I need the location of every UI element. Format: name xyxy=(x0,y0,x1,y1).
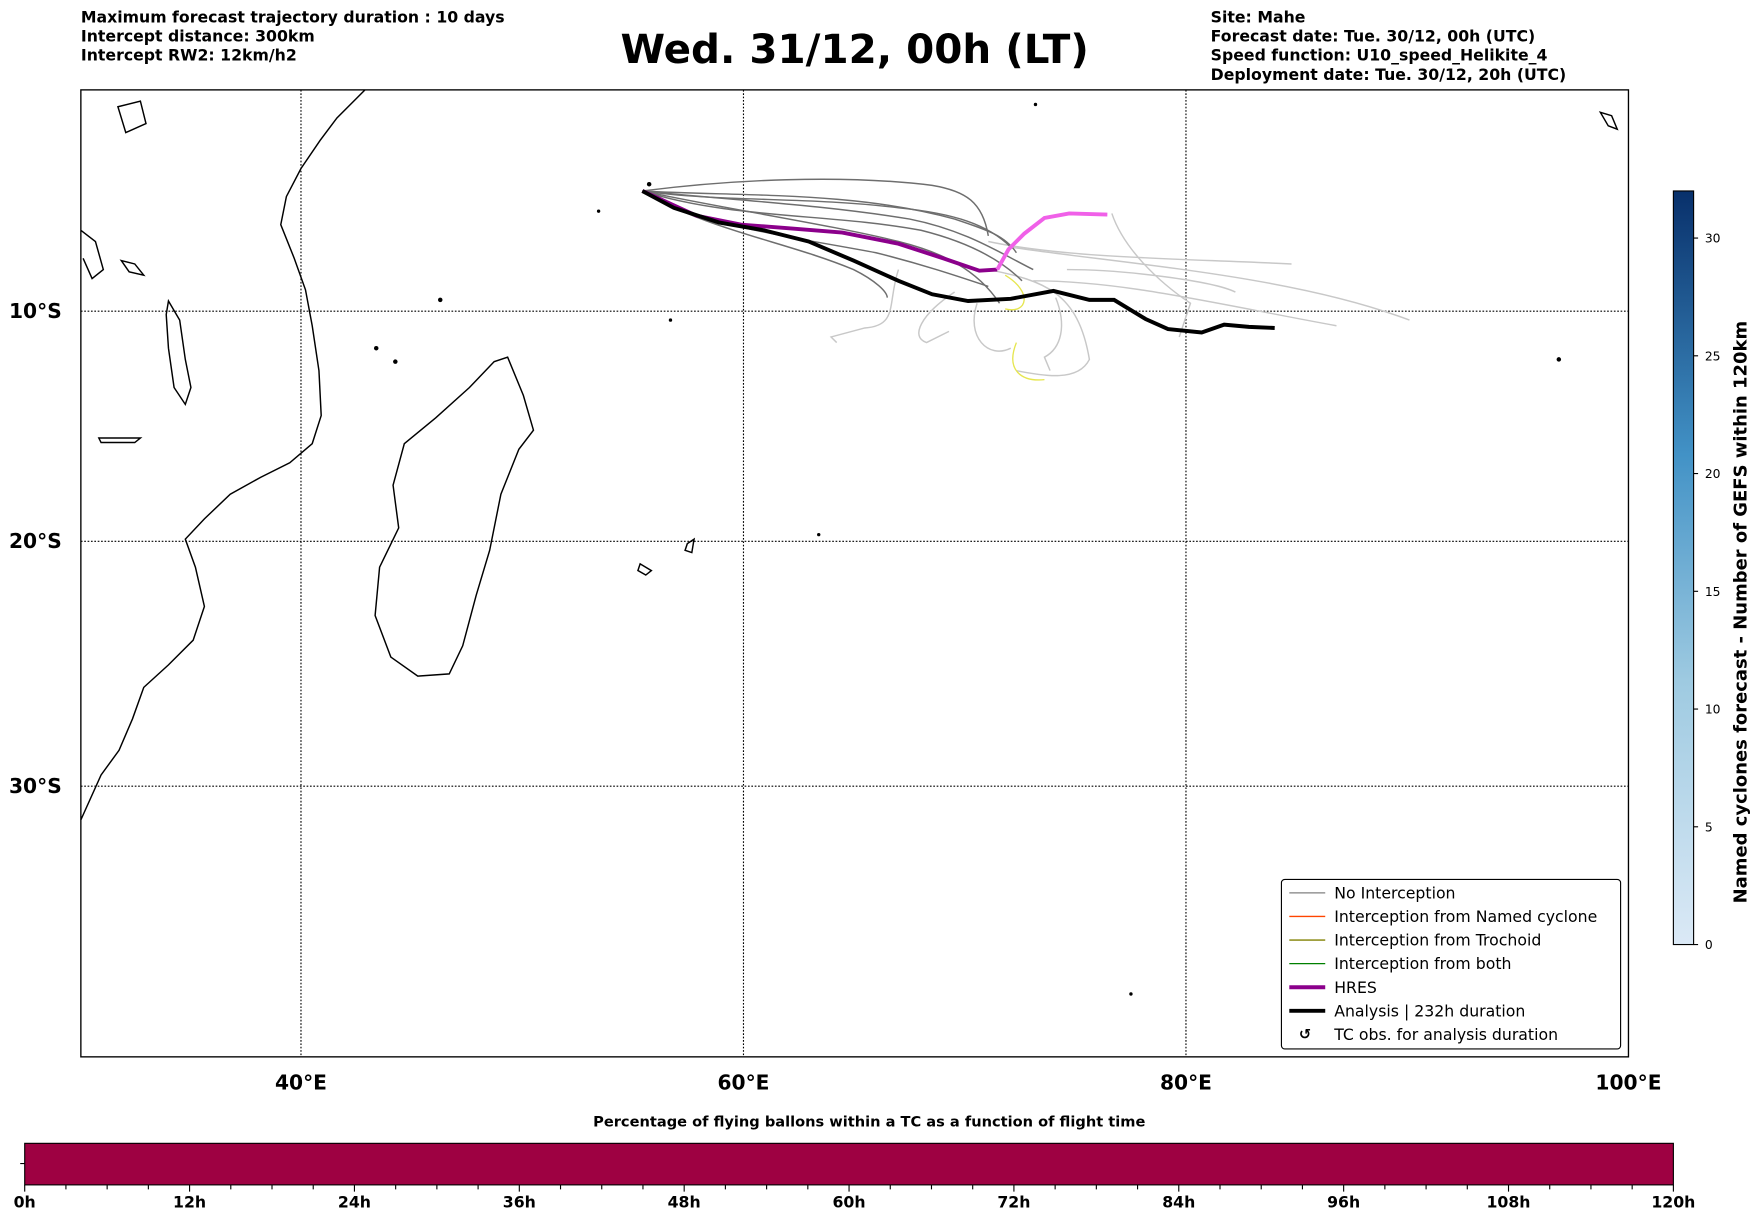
flight-bar-tick-label: 36h xyxy=(503,1192,536,1211)
colorbar-tick-label: 0 xyxy=(1705,938,1713,952)
colorbar-tick-label: 20 xyxy=(1705,467,1721,481)
lon-label: 80°E xyxy=(1160,1070,1212,1094)
lat-label: 20°S xyxy=(9,529,62,553)
flight-bar-tick-label: 108h xyxy=(1487,1192,1531,1211)
legend-box xyxy=(1280,878,1622,1050)
ensemble-trajectories-grey xyxy=(642,178,1410,377)
flight-bar-tick-label: 24h xyxy=(338,1192,371,1211)
coastlines xyxy=(80,89,1619,996)
lon-label: 100°E xyxy=(1595,1070,1661,1094)
header-left: Maximum forecast trajectory duration : 1… xyxy=(81,8,505,65)
cyclone-colorbar: 0 5 10 15 20 25 30 Named cyclones forecast - N… xyxy=(1672,190,1751,952)
flight-bar-tick-label: 120h xyxy=(1651,1192,1695,1211)
flight-bar-tick-label: 84h xyxy=(1162,1192,1195,1211)
graticule xyxy=(80,89,1629,1057)
legend-item-label: Analysis | 232h duration xyxy=(1334,1001,1525,1020)
colorbar-title: Named cyclones forecast - Number of GEFS… xyxy=(1730,321,1751,904)
lon-label: 60°E xyxy=(717,1070,769,1094)
header-intercept-distance: Intercept distance: 300km xyxy=(81,27,315,46)
legend-item-label: Interception from Named cyclone xyxy=(1334,907,1597,926)
legend-item-label: Interception from both xyxy=(1334,954,1511,973)
lat-label: 10°S xyxy=(9,299,62,323)
header-speed-function: Speed function: U10_speed_Helikite_4 xyxy=(1211,46,1548,65)
lat-label: 30°S xyxy=(9,774,62,798)
flight-bar-fill xyxy=(24,1142,1674,1186)
colorbar-tick-label: 30 xyxy=(1705,232,1721,246)
legend-item-label: Interception from Trochoid xyxy=(1334,931,1541,950)
cyclone-icon: ↺ xyxy=(1299,1026,1311,1043)
lon-label: 40°E xyxy=(275,1070,327,1094)
flight-bar-tick-label: 96h xyxy=(1327,1192,1360,1211)
map: ↺ No Interception Interception from Name… xyxy=(80,89,1630,1058)
header-duration: Maximum forecast trajectory duration : 1… xyxy=(81,8,505,27)
colorbar-tick-label: 10 xyxy=(1705,703,1721,717)
legend-item-label: No Interception xyxy=(1334,884,1455,903)
trochoid-trajectory xyxy=(1004,274,1045,381)
hres-trajectory-tail xyxy=(995,211,1108,271)
flight-bar-tick-label: 0h xyxy=(14,1192,36,1211)
flight-bar-tick-label: 12h xyxy=(173,1192,206,1211)
legend-item-label: TC obs. for analysis duration xyxy=(1333,1025,1558,1044)
legend: ↺ No Interception Interception from Name… xyxy=(1280,878,1622,1050)
legend-item-label: HRES xyxy=(1334,978,1377,997)
flight-bar-title: Percentage of flying ballons within a TC… xyxy=(593,1113,1145,1130)
header-right: Site: Mahe Forecast date: Tue. 30/12, 00… xyxy=(1211,8,1567,84)
header-forecast-date: Forecast date: Tue. 30/12, 00h (UTC) xyxy=(1211,27,1536,46)
header-deployment-date: Deployment date: Tue. 30/12, 20h (UTC) xyxy=(1211,65,1567,84)
colorbar-tick-label: 15 xyxy=(1705,585,1721,599)
flight-bar-tick-label: 60h xyxy=(833,1192,866,1211)
header-site: Site: Mahe xyxy=(1211,8,1306,27)
header-intercept-rw2: Intercept RW2: 12km/h2 xyxy=(81,46,297,65)
analysis-trajectory xyxy=(641,189,1275,335)
colorbar-tick-label: 25 xyxy=(1705,349,1721,363)
colorbar-tick-label: 5 xyxy=(1705,820,1713,834)
page-title: Wed. 31/12, 00h (LT) xyxy=(621,25,1089,73)
flight-bar-tick-label: 48h xyxy=(668,1192,701,1211)
flight-time-bar: Percentage of flying ballons within a TC… xyxy=(14,1113,1696,1211)
flight-bar-tick-label: 72h xyxy=(997,1192,1030,1211)
